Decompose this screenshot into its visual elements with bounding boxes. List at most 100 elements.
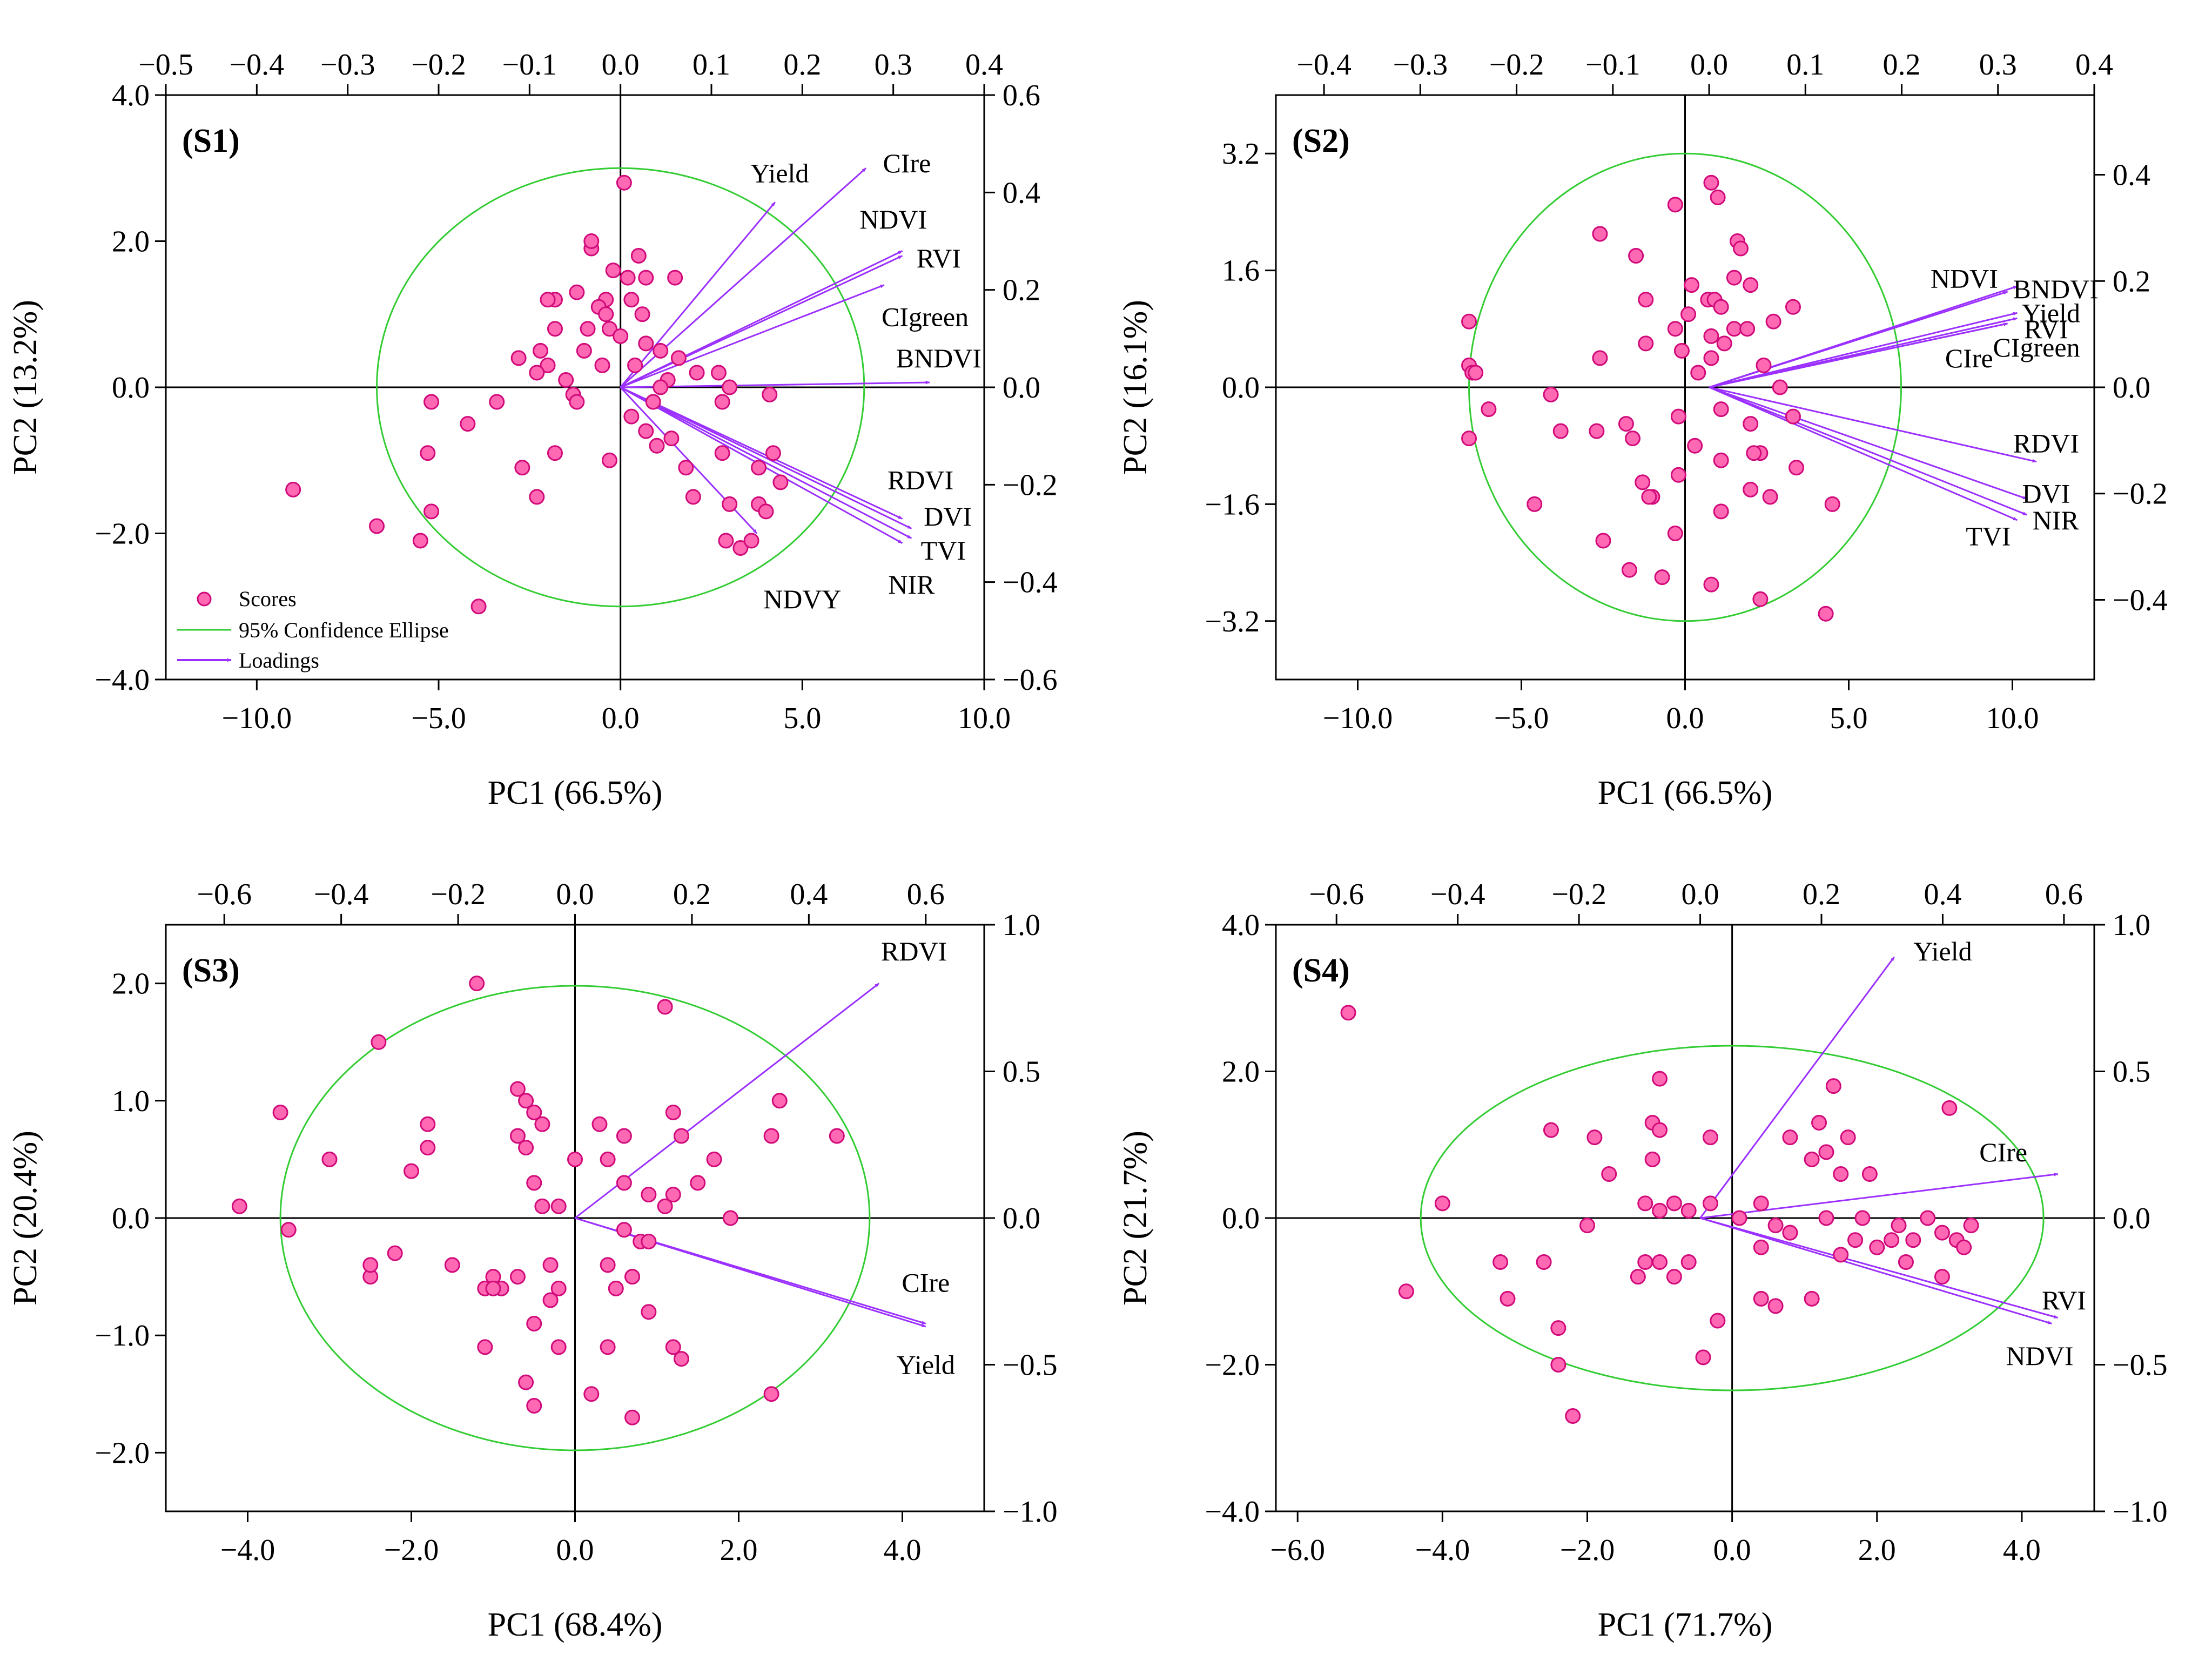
score-point bbox=[690, 1175, 706, 1191]
loading-label-yield: Yield bbox=[1913, 936, 1972, 966]
loading-arrow-nir bbox=[1709, 386, 2027, 516]
score-point bbox=[1934, 1269, 1950, 1285]
score-point bbox=[1543, 387, 1559, 403]
score-point bbox=[613, 328, 629, 344]
top-tick-label: 0.6 bbox=[2045, 878, 2083, 911]
score-point bbox=[1713, 299, 1729, 315]
score-point bbox=[653, 342, 669, 359]
score-point bbox=[1753, 1290, 1769, 1307]
right-tick-label: 0.2 bbox=[1003, 274, 1040, 307]
y-tick-label: −1.0 bbox=[95, 1319, 150, 1353]
legend-scores-label: Scores bbox=[239, 587, 297, 611]
score-point bbox=[1861, 1166, 1878, 1182]
loading-label-rvi: RVI bbox=[2024, 314, 2068, 344]
y-tick-label: −2.0 bbox=[95, 1436, 150, 1470]
score-point bbox=[1726, 270, 1742, 286]
score-point bbox=[580, 321, 596, 337]
score-point bbox=[518, 1093, 534, 1109]
score-point bbox=[627, 357, 643, 373]
score-point bbox=[1956, 1239, 1972, 1255]
score-point bbox=[526, 1315, 542, 1331]
score-point bbox=[1743, 416, 1759, 432]
score-point bbox=[1595, 533, 1611, 549]
loading-arrow-rvi bbox=[1700, 1217, 2059, 1319]
score-point bbox=[321, 1151, 338, 1167]
score-point bbox=[673, 1128, 689, 1144]
y-tick-label: −1.6 bbox=[1205, 488, 1260, 521]
score-point bbox=[371, 1034, 387, 1050]
score-point bbox=[1586, 1129, 1603, 1146]
y-tick-label: −4.0 bbox=[1205, 1495, 1260, 1529]
score-point bbox=[1492, 1254, 1509, 1270]
loading-label-tvi: TVI bbox=[921, 535, 966, 566]
score-point bbox=[1680, 1254, 1697, 1270]
score-point bbox=[1825, 1078, 1841, 1094]
x-tick-label: 4.0 bbox=[2003, 1534, 2041, 1567]
score-point bbox=[638, 423, 654, 439]
score-point bbox=[1847, 1232, 1864, 1248]
x-axis-title: PC1 (71.7%) bbox=[1598, 1606, 1773, 1643]
score-point bbox=[1833, 1166, 1849, 1182]
right-tick-label: 1.0 bbox=[2113, 909, 2150, 942]
score-point bbox=[1753, 1239, 1769, 1255]
right-tick-label: 0.2 bbox=[2113, 265, 2150, 298]
score-point bbox=[444, 1257, 460, 1273]
score-point bbox=[542, 1292, 559, 1308]
panel-tag: (S4) bbox=[1292, 952, 1350, 989]
score-point bbox=[1824, 496, 1840, 512]
score-point bbox=[280, 1222, 297, 1238]
top-tick-label: −0.4 bbox=[314, 878, 369, 911]
score-point bbox=[1752, 591, 1769, 607]
score-point bbox=[1680, 306, 1697, 322]
score-point bbox=[547, 445, 563, 461]
x-tick-label: 10.0 bbox=[1986, 702, 2039, 735]
x-tick-label: 2.0 bbox=[720, 1534, 758, 1567]
score-point bbox=[1854, 1210, 1871, 1226]
top-tick-label: −0.3 bbox=[1393, 48, 1448, 82]
loading-label-rvi: RVI bbox=[2042, 1285, 2086, 1315]
score-point bbox=[1756, 357, 1772, 373]
score-point bbox=[667, 270, 683, 286]
right-tick-label: 0.0 bbox=[1003, 371, 1040, 405]
loading-label-tvi: TVI bbox=[1966, 521, 2011, 551]
score-point bbox=[1785, 299, 1801, 315]
x-tick-label: −2.0 bbox=[384, 1534, 439, 1567]
score-point bbox=[714, 394, 730, 410]
loading-label-yield: Yield bbox=[2022, 298, 2080, 328]
score-point bbox=[420, 445, 436, 461]
score-point bbox=[665, 1105, 681, 1121]
score-point bbox=[1652, 1071, 1668, 1087]
score-point bbox=[526, 1105, 542, 1121]
score-point bbox=[1652, 1254, 1668, 1270]
top-tick-label: 0.2 bbox=[783, 48, 821, 82]
loading-label-cire: CIre bbox=[1945, 343, 1993, 373]
score-point bbox=[1713, 401, 1729, 418]
loading-label-rdvi: RDVI bbox=[888, 465, 953, 495]
right-tick-label: −0.4 bbox=[2113, 583, 2168, 617]
loading-arrow-tvi bbox=[1709, 386, 2018, 521]
loading-label-nir: NIR bbox=[888, 569, 935, 600]
score-point bbox=[1713, 452, 1729, 468]
y-tick-label: 3.2 bbox=[1222, 137, 1260, 171]
score-point bbox=[1869, 1239, 1885, 1255]
score-point bbox=[509, 1128, 526, 1144]
x-tick-label: 10.0 bbox=[958, 702, 1011, 735]
score-point bbox=[1670, 408, 1686, 425]
score-point bbox=[1733, 240, 1749, 257]
score-point bbox=[1726, 321, 1742, 337]
loading-arrow-cire bbox=[1700, 1173, 2059, 1219]
score-point bbox=[533, 342, 549, 359]
right-tick-label: −1.0 bbox=[2113, 1495, 2168, 1529]
y-tick-label: 4.0 bbox=[112, 79, 150, 112]
score-point bbox=[1670, 467, 1686, 483]
score-point bbox=[1434, 1195, 1450, 1212]
score-point bbox=[1782, 1129, 1798, 1146]
loading-arrow-tvi bbox=[620, 386, 912, 539]
loading-label-rvi: RVI bbox=[917, 243, 961, 273]
x-tick-label: −6.0 bbox=[1270, 1534, 1325, 1567]
x-tick-label: 2.0 bbox=[1858, 1534, 1896, 1567]
x-tick-label: −4.0 bbox=[1415, 1534, 1470, 1567]
score-point bbox=[540, 292, 556, 308]
score-point bbox=[1690, 365, 1706, 381]
